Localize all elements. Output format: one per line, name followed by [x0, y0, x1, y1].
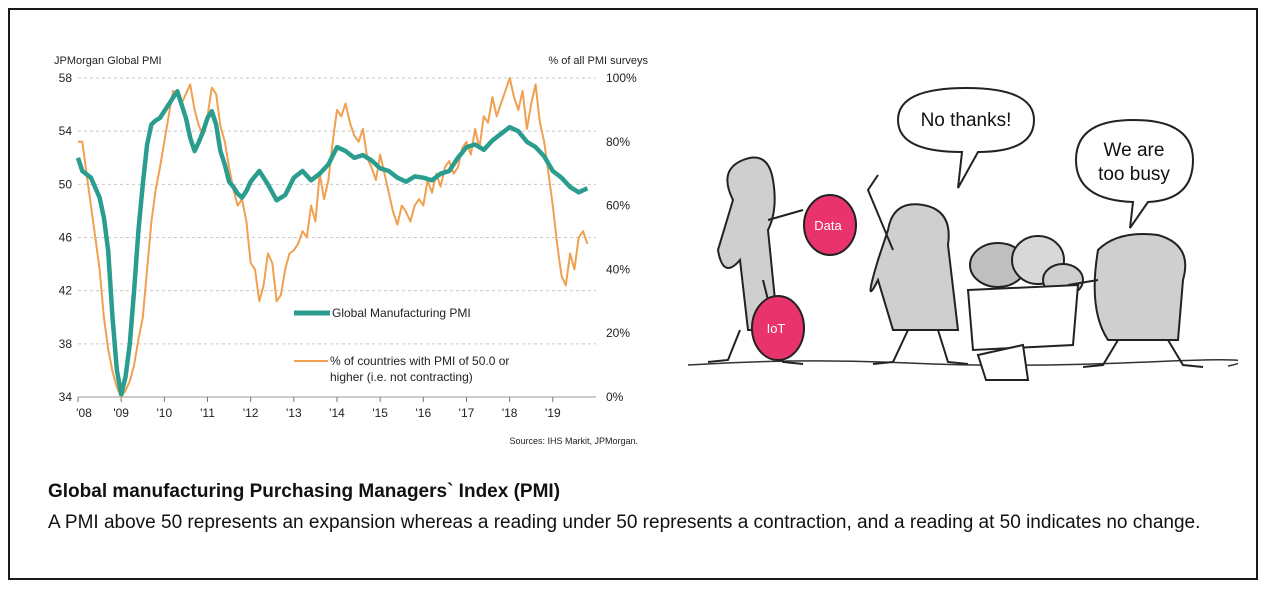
legend-label-pmi: Global Manufacturing PMI — [332, 306, 471, 320]
pmi-chart: JPMorgan Global PMI % of all PMI surveys… — [48, 46, 688, 466]
caption-body: A PMI above 50 represents an expansion w… — [48, 512, 1201, 533]
x-tick-label: '09 — [113, 406, 129, 420]
left-tick-label: 42 — [59, 284, 73, 298]
left-tick-label: 50 — [59, 177, 73, 191]
x-tick-label: '12 — [243, 406, 259, 420]
left-tick-label: 58 — [59, 71, 73, 85]
x-tick-label: '15 — [372, 406, 388, 420]
speech-text-no-thanks: No thanks! — [921, 110, 1012, 131]
right-axis-label: % of all PMI surveys — [548, 55, 648, 67]
rock-cart — [966, 235, 1084, 381]
speech-text-too-busy: too busy — [1098, 164, 1170, 185]
x-tick-label: '19 — [545, 406, 561, 420]
left-tick-label: 34 — [59, 390, 73, 404]
left-tick-labels: 58 54 50 46 42 38 34 — [59, 71, 73, 404]
x-tick-label: '18 — [502, 406, 518, 420]
x-tick-label: '08 — [76, 406, 92, 420]
pmi-series-line — [75, 89, 589, 397]
caption-title: Global manufacturing Purchasing Managers… — [48, 481, 561, 502]
legend: Global Manufacturing PMI % of countries … — [294, 306, 513, 384]
left-axis-label: JPMorgan Global PMI — [54, 55, 162, 67]
right-tick-label: 0% — [606, 390, 624, 404]
x-tick-label: '14 — [329, 406, 345, 420]
caveman-middle — [866, 174, 969, 365]
right-tick-label: 40% — [606, 262, 630, 276]
x-tick-label: '17 — [459, 406, 475, 420]
x-tick-labels: '08 '09 '10 '11 '12 '13 '14 '15 '16 '17 '18 '19 — [76, 397, 561, 420]
iot-disc-label: IoT — [767, 321, 786, 336]
x-tick-label: '16 — [416, 406, 432, 420]
speech-bubble-too-busy: We are too busy — [1074, 118, 1195, 229]
data-disc-label: Data — [814, 218, 842, 233]
x-tick-label: '13 — [286, 406, 302, 420]
speech-text-we-are: We are — [1104, 140, 1165, 161]
right-tick-label: 60% — [606, 199, 630, 213]
legend-label-countries: % of countries with PMI of 50.0 or highe… — [330, 354, 513, 384]
countries-series-line — [78, 77, 589, 398]
right-tick-label: 100% — [606, 71, 637, 85]
caveman-right — [1067, 233, 1204, 368]
pmi-chart-svg: JPMorgan Global PMI % of all PMI surveys… — [54, 55, 648, 446]
left-tick-label: 38 — [59, 337, 73, 351]
left-tick-label: 46 — [59, 231, 73, 245]
x-tick-label: '11 — [200, 406, 215, 420]
right-tick-label: 20% — [606, 326, 630, 340]
iot-disc: IoT — [751, 295, 805, 361]
caveman-cartoon: Data IoT — [678, 80, 1243, 440]
right-tick-labels: 100% 80% 60% 40% 20% 0% — [606, 71, 637, 404]
x-tick-label: '10 — [157, 406, 173, 420]
right-tick-label: 80% — [606, 135, 630, 149]
left-tick-label: 54 — [59, 124, 73, 138]
source-note: Sources: IHS Markit, JPMorgan. — [509, 436, 638, 446]
series-lines — [75, 77, 589, 398]
speech-bubble-no-thanks: No thanks! — [896, 86, 1036, 189]
grid-lines — [78, 77, 596, 398]
cartoon-illustration: Data IoT — [687, 86, 1243, 381]
data-disc: Data — [803, 194, 857, 256]
